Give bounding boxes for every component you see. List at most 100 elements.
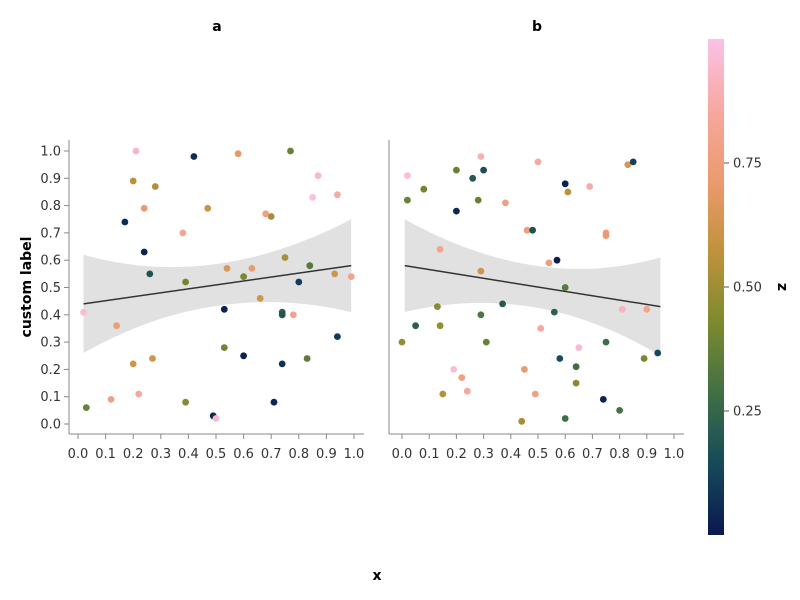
x-tick-label: 0.9 xyxy=(636,447,657,462)
data-point xyxy=(146,270,154,278)
x-tick-label: 0.3 xyxy=(473,447,494,462)
data-point xyxy=(220,344,228,351)
y-tick-label: 0.8 xyxy=(40,199,61,214)
data-point xyxy=(624,161,632,169)
data-point xyxy=(309,194,316,201)
x-tick-label: 0.2 xyxy=(446,447,467,462)
data-point xyxy=(151,183,159,190)
data-point xyxy=(248,265,256,272)
x-tick-label: 0.0 xyxy=(392,447,413,462)
data-point xyxy=(179,229,187,237)
facet-panel-a: a 0.0 0.1 0.2 0.3 0.4 0.5 0.6 0.7 0.8 0.9 1.0 0.0 0.… xyxy=(40,19,364,462)
data-point xyxy=(223,265,231,272)
x-tick-label: 0.4 xyxy=(178,447,199,462)
data-point xyxy=(599,396,607,403)
data-point xyxy=(640,355,648,362)
data-point xyxy=(502,199,509,207)
y-tick-label: 0.2 xyxy=(40,363,61,378)
x-tick-label: 1.0 xyxy=(344,447,365,462)
data-point xyxy=(518,417,526,425)
data-point xyxy=(586,183,594,190)
x-tick-label: 0.5 xyxy=(206,447,227,462)
data-point xyxy=(132,147,140,155)
data-point xyxy=(575,344,583,351)
data-point xyxy=(534,158,542,166)
data-point xyxy=(474,196,482,204)
data-point xyxy=(182,398,190,406)
y-tick-label: 0.6 xyxy=(40,254,61,269)
data-point xyxy=(278,360,286,368)
x-tick-label: 0.6 xyxy=(233,447,254,462)
data-point xyxy=(129,360,137,368)
data-point xyxy=(572,379,580,387)
data-point xyxy=(480,166,487,174)
data-point xyxy=(404,196,411,204)
data-point xyxy=(82,404,90,411)
confidence-band xyxy=(404,219,661,356)
data-point xyxy=(572,363,580,371)
data-point xyxy=(523,226,531,234)
data-point xyxy=(453,166,460,174)
data-point xyxy=(561,180,569,188)
data-point xyxy=(412,322,419,330)
data-point xyxy=(129,177,137,185)
x-tick-label: 0.4 xyxy=(500,447,521,462)
x-tick-label: 0.7 xyxy=(261,447,282,462)
data-point xyxy=(113,322,120,330)
data-point xyxy=(140,248,148,256)
data-point xyxy=(220,305,228,313)
data-point xyxy=(453,207,460,215)
trend-line xyxy=(404,264,661,308)
facet-panel-b: b 0.0 0.1 0.2 0.3 0.4 0.5 0.6 0.7 0.8 0.9 1.0 xyxy=(388,19,684,462)
data-point xyxy=(602,338,610,346)
data-point xyxy=(289,311,297,319)
data-point xyxy=(306,262,314,270)
data-point xyxy=(529,226,536,234)
data-point xyxy=(477,153,485,160)
y-tick-label: 0.7 xyxy=(40,226,61,241)
data-point xyxy=(347,273,355,280)
data-point xyxy=(616,407,623,414)
data-point xyxy=(629,158,637,166)
data-point xyxy=(469,174,477,182)
x-tick-label: 0.3 xyxy=(150,447,171,462)
data-point xyxy=(602,232,610,240)
data-point xyxy=(434,303,441,310)
data-point xyxy=(240,273,248,280)
data-point xyxy=(267,213,275,220)
x-tick-label: 0.1 xyxy=(419,447,440,462)
data-point xyxy=(553,256,561,264)
y-tick-label: 0.5 xyxy=(40,281,61,296)
data-point xyxy=(149,355,156,362)
data-point xyxy=(436,322,444,330)
colorbar-tick-label: 0.75 xyxy=(733,157,762,172)
trend-line xyxy=(83,264,352,305)
x-tick-label: 0.2 xyxy=(123,447,144,462)
data-point xyxy=(107,396,115,403)
y-tick-label: 1.0 xyxy=(40,145,61,160)
y-tick-label: 0.3 xyxy=(40,336,61,351)
data-point xyxy=(80,308,87,316)
data-point xyxy=(477,311,485,319)
y-tick-label: 0.1 xyxy=(40,390,61,405)
data-point xyxy=(482,338,490,346)
data-point xyxy=(643,305,651,313)
colorbar-tick-label: 0.50 xyxy=(733,281,762,296)
colorbar-tick-label: 0.25 xyxy=(733,405,762,420)
data-point xyxy=(654,349,662,357)
data-point xyxy=(436,245,444,253)
colorbar-title: z xyxy=(774,283,790,291)
data-point xyxy=(439,390,447,398)
x-tick-label: 0.1 xyxy=(95,447,116,462)
data-point xyxy=(256,295,264,302)
data-point xyxy=(121,218,129,226)
data-point xyxy=(521,366,528,373)
facet-title-a: a xyxy=(212,19,221,35)
data-point xyxy=(212,415,220,422)
data-point xyxy=(458,374,466,381)
data-point xyxy=(234,150,242,158)
data-point xyxy=(204,204,212,212)
confidence-band xyxy=(83,219,352,353)
colorbar-gradient xyxy=(708,39,724,535)
